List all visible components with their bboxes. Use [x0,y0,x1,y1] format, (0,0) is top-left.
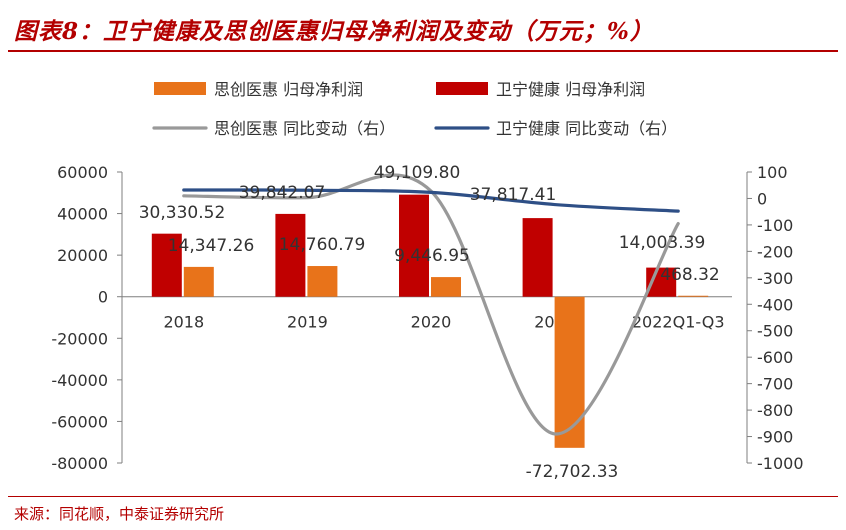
data-label: 30,330.52 [139,203,226,223]
data-label: 468.32 [660,265,719,285]
legend-label: 卫宁健康 同比变动（右） [496,119,677,138]
source-rule [8,496,838,497]
data-label: 14,003.39 [619,233,706,253]
data-label: 14,760.79 [279,235,366,255]
left-tick-label: 40000 [57,205,108,224]
bar-weining_bar [275,213,306,297]
right-tick-label: -200 [757,242,793,261]
bar-weining_bar [399,194,429,297]
right-tick-label: -800 [757,401,793,420]
left-tick-label: 20000 [57,246,108,265]
data-label: 39,842.07 [239,183,326,203]
data-label: 37,817.41 [470,185,557,205]
source-note: 来源：同花顺，中泰证券研究所 [14,505,225,523]
data-label: 9,446.95 [394,246,470,266]
axes: 60000 40000 20000 0 -20000 -40000 -60000 -80000… [51,163,803,473]
legend-label: 卫宁健康 归母净利润 [496,80,645,99]
data-label: 14,347.26 [168,236,255,256]
right-tick-label: -100 [757,216,793,235]
bars [151,194,709,448]
data-label: 49,109.80 [374,163,461,183]
bar-sicai_bar [431,277,461,297]
line-sicai_line [182,173,680,436]
bar-weining_bar [151,233,182,297]
bar-weining_bar [522,218,553,297]
bar-sicai_bar [678,295,709,297]
left-tick-label: 0 [98,288,108,307]
right-tick-label: 0 [757,189,767,208]
right-tick-label: -900 [757,428,793,447]
legend-label: 思创医惠 归母净利润 [214,80,363,99]
right-tick-label: -400 [757,295,793,314]
right-tick-label: -500 [757,322,793,341]
category-label: 2022Q1-Q3 [632,313,725,332]
category-label: 2019 [287,313,328,332]
left-tick-label: -60000 [51,412,108,431]
chart-title: 图表8：卫宁健康及思创医惠归母净利润及变动（万元；%） [14,18,654,45]
bar-sicai_bar [183,266,214,297]
legend-label: 思创医惠 同比变动（右） [214,119,395,138]
right-tick-label: -1000 [757,454,804,473]
legend-swatch [154,82,206,95]
right-tick-label: -600 [757,348,793,367]
left-tick-label: -20000 [51,329,108,348]
category-label: 2018 [163,313,204,332]
legend-swatch [436,82,488,95]
left-tick-label: 60000 [57,163,108,182]
bar-sicai_bar [554,296,585,448]
right-tick-label: -300 [757,269,793,288]
lines [182,173,680,436]
title-rule [8,50,838,52]
data-labels: 30,330.52 39,842.07 49,109.80 37,817.41 14,0… [139,163,720,482]
right-tick-label: -700 [757,375,793,394]
bar-sicai_bar [307,266,338,297]
right-tick-label: 100 [757,163,788,182]
line-weining_line [182,188,680,213]
left-tick-label: -80000 [51,454,108,473]
data-label: -72,702.33 [526,462,619,482]
left-tick-label: -40000 [51,371,108,390]
category-label: 2020 [411,313,452,332]
